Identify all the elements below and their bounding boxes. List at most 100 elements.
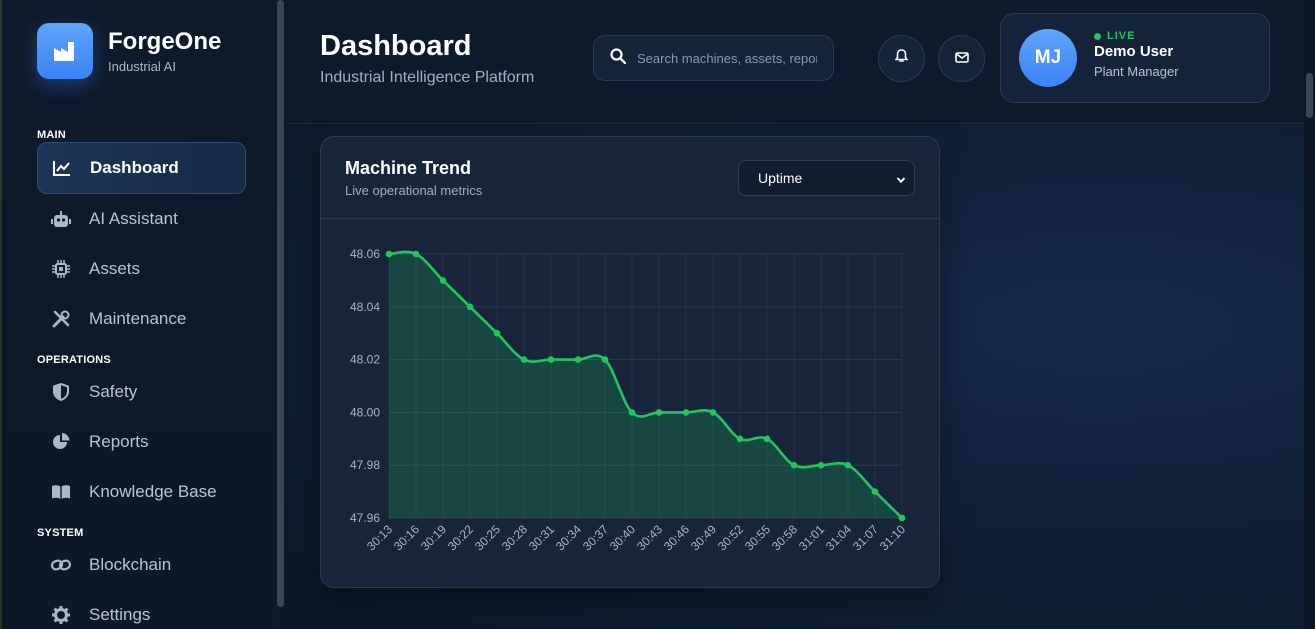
x-tick-label: 30:16 xyxy=(391,522,422,553)
x-tick-label: 30:19 xyxy=(418,522,449,553)
card-subtitle: Live operational metrics xyxy=(345,183,483,198)
sidebar-item-blockchain[interactable]: Blockchain xyxy=(37,539,246,591)
avatar: MJ xyxy=(1019,29,1077,87)
envelope-icon xyxy=(954,50,969,68)
brand-subtitle: Industrial AI xyxy=(108,59,176,74)
factory-icon xyxy=(37,23,93,79)
sidebar-item-dashboard[interactable]: Dashboard xyxy=(37,142,246,194)
page-scrollbar-thumb[interactable] xyxy=(1306,73,1313,118)
data-point xyxy=(844,461,852,469)
sidebar-item-assets[interactable]: Assets xyxy=(37,243,246,295)
sidebar-item-label: AI Assistant xyxy=(89,209,178,228)
data-point xyxy=(736,435,744,443)
data-point xyxy=(655,409,663,416)
chart-area: 48.06 48.04 48.02 48.00 47.98 47.96 30:13 30:16… xyxy=(321,219,939,587)
machine-trend-card: Machine Trend Live operational metrics U… xyxy=(320,136,940,588)
brand[interactable]: ForgeOne Industrial AI xyxy=(37,23,221,79)
data-point xyxy=(682,409,690,416)
sidebar-item-settings[interactable]: Settings xyxy=(37,589,246,629)
data-point xyxy=(601,356,609,363)
data-point xyxy=(628,409,636,416)
x-tick-label: 30:52 xyxy=(715,522,746,553)
chevron-down-icon xyxy=(896,172,906,188)
status-dot-icon xyxy=(1094,32,1101,40)
sidebar-item-ai-assistant[interactable]: AI Assistant xyxy=(37,193,246,245)
chip-icon xyxy=(51,259,71,279)
search-box[interactable] xyxy=(593,35,834,81)
y-tick-label: 48.04 xyxy=(350,300,380,314)
x-tick-label: 30:37 xyxy=(580,522,611,553)
page-subtitle: Industrial Intelligence Platform xyxy=(320,69,535,86)
notifications-button[interactable] xyxy=(878,35,925,82)
data-point xyxy=(817,461,825,469)
search-icon xyxy=(610,47,627,69)
data-point xyxy=(790,461,798,469)
status-label: LIVE xyxy=(1107,30,1136,42)
x-tick-label: 31:07 xyxy=(850,522,881,553)
data-point xyxy=(709,409,717,416)
page-title: Dashboard xyxy=(320,30,472,62)
x-tick-label: 30:13 xyxy=(364,522,395,553)
x-tick-label: 31:04 xyxy=(823,522,854,553)
bell-icon xyxy=(894,49,909,68)
y-tick-label: 48.00 xyxy=(350,405,380,419)
sidebar-item-label: Blockchain xyxy=(89,555,172,574)
sidebar-item-label: Reports xyxy=(89,432,149,451)
tools-icon xyxy=(51,309,71,329)
section-label-main: MAIN xyxy=(37,129,66,141)
y-tick-label: 48.06 xyxy=(350,247,380,261)
x-tick-label: 30:28 xyxy=(499,522,530,553)
data-point xyxy=(385,250,393,258)
data-point xyxy=(871,488,879,495)
header: Dashboard Industrial Intelligence Platfo… xyxy=(286,0,1304,124)
sidebar-item-reports[interactable]: Reports xyxy=(37,416,246,468)
section-label-system: SYSTEM xyxy=(37,527,84,539)
data-point xyxy=(493,329,501,337)
x-tick-label: 30:46 xyxy=(661,522,692,553)
metric-select[interactable]: Uptime xyxy=(738,160,915,196)
line-chart-icon xyxy=(52,158,72,178)
sidebar-item-label: Dashboard xyxy=(90,158,179,177)
trend-chart: 48.06 48.04 48.02 48.00 47.98 47.9630:1330:16… xyxy=(350,247,908,553)
sidebar-item-knowledge-base[interactable]: Knowledge Base xyxy=(37,466,246,518)
sidebar-item-label: Knowledge Base xyxy=(89,482,217,501)
sidebar-scrollbar[interactable] xyxy=(275,0,285,629)
user-name: Demo User xyxy=(1094,43,1174,60)
sidebar: ForgeOne Industrial AI MAIN Dashboard AI… xyxy=(0,0,285,629)
x-tick-label: 30:49 xyxy=(688,522,719,553)
data-point xyxy=(412,250,420,258)
sidebar-item-label: Maintenance xyxy=(89,309,187,328)
shield-icon xyxy=(51,382,71,402)
data-point xyxy=(439,277,447,284)
x-tick-label: 30:58 xyxy=(769,522,800,553)
y-tick-label: 47.98 xyxy=(350,458,380,472)
data-point xyxy=(547,356,555,363)
sidebar-item-label: Safety xyxy=(89,382,138,401)
sidebar-item-label: Settings xyxy=(89,605,151,624)
sidebar-item-maintenance[interactable]: Maintenance xyxy=(37,293,246,345)
gear-icon xyxy=(51,605,71,625)
series-area xyxy=(389,251,902,518)
card-title: Machine Trend xyxy=(345,158,472,178)
data-point xyxy=(898,514,906,522)
main-content: Machine Trend Live operational metrics U… xyxy=(286,125,1304,629)
x-tick-label: 30:22 xyxy=(445,522,476,553)
y-tick-label: 48.02 xyxy=(350,353,380,367)
search-input[interactable] xyxy=(637,50,817,66)
data-point xyxy=(763,435,771,443)
user-profile-card[interactable]: MJ LIVE Demo User Plant Manager xyxy=(1000,13,1270,103)
section-label-operations: OPERATIONS xyxy=(37,354,111,366)
x-tick-label: 30:25 xyxy=(472,522,503,553)
data-point xyxy=(466,303,474,311)
sidebar-item-label: Assets xyxy=(89,259,141,278)
sidebar-scrollbar-thumb[interactable] xyxy=(277,0,284,607)
card-header: Machine Trend Live operational metrics U… xyxy=(321,137,939,219)
sidebar-item-safety[interactable]: Safety xyxy=(37,366,246,418)
x-tick-label: 30:31 xyxy=(526,522,557,553)
x-tick-label: 31:10 xyxy=(877,522,908,553)
x-tick-label: 31:01 xyxy=(796,522,827,553)
metric-select-value: Uptime xyxy=(758,170,803,186)
data-point xyxy=(574,356,582,363)
page-scrollbar[interactable] xyxy=(1304,0,1315,629)
messages-button[interactable] xyxy=(938,35,985,82)
